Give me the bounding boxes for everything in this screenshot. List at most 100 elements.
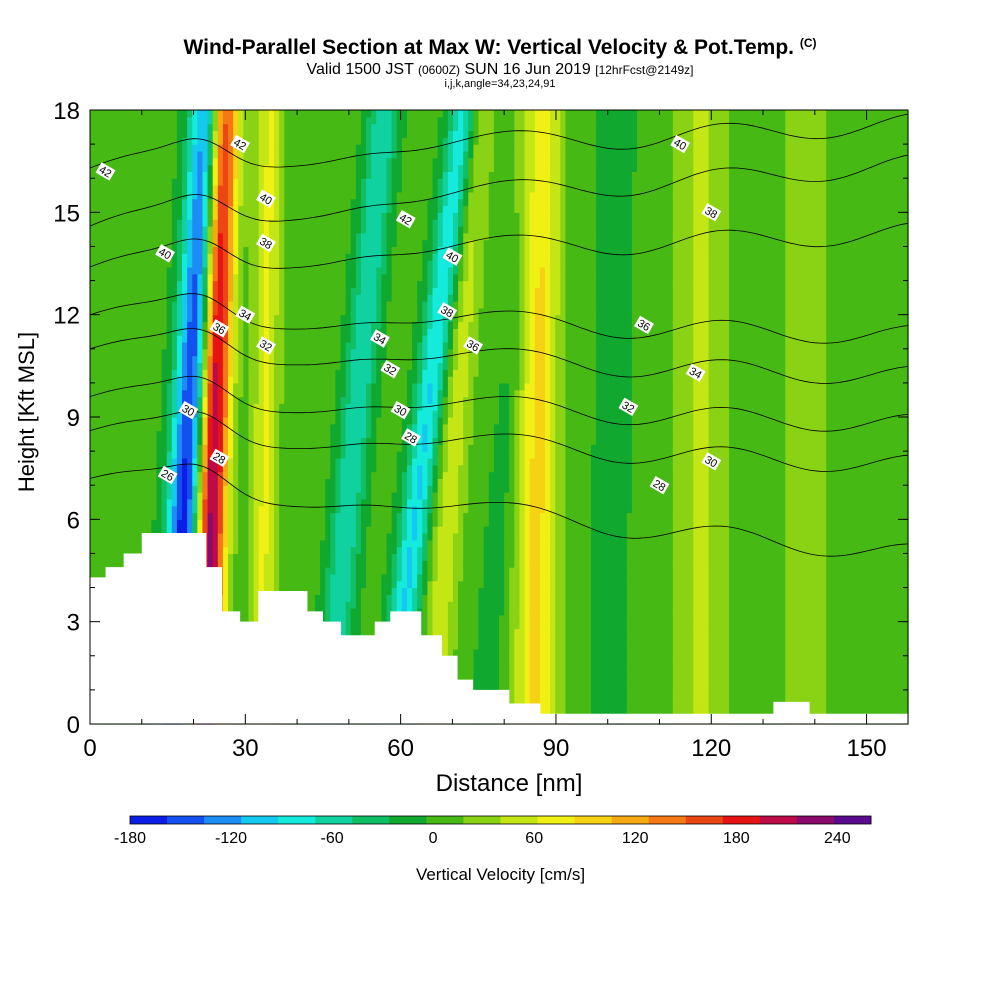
field-cell xyxy=(350,382,357,391)
field-cell xyxy=(355,444,362,452)
field-cell xyxy=(141,328,147,336)
field-cell xyxy=(304,410,311,418)
field-cell xyxy=(248,171,255,179)
field-cell xyxy=(141,191,147,200)
field-cell xyxy=(192,280,198,288)
field-cell xyxy=(115,369,122,377)
field-cell xyxy=(95,348,101,357)
field-cell xyxy=(161,430,168,439)
field-cell xyxy=(207,553,214,561)
field-cell xyxy=(279,212,285,220)
field-cell xyxy=(202,457,209,466)
field-cell xyxy=(115,198,122,207)
field-cell xyxy=(340,164,347,172)
field-cell xyxy=(130,464,137,473)
field-cell xyxy=(110,362,117,370)
field-cell xyxy=(171,519,178,527)
field-cell xyxy=(166,498,173,507)
field-cell xyxy=(340,171,347,179)
field-cell xyxy=(243,191,250,200)
field-cell xyxy=(202,376,209,384)
field-cell xyxy=(263,123,270,132)
field-cell xyxy=(294,492,301,500)
field-cell xyxy=(233,485,239,493)
field-cell xyxy=(141,123,147,132)
field-cell xyxy=(105,423,112,432)
field-cell xyxy=(120,485,127,493)
field-cell xyxy=(279,164,285,172)
field-cell xyxy=(345,505,352,514)
field-cell xyxy=(314,253,321,261)
field-cell xyxy=(161,423,168,432)
field-cell xyxy=(350,437,357,445)
field-cell xyxy=(345,601,352,609)
field-cell xyxy=(130,280,137,288)
field-cell xyxy=(289,280,296,288)
field-cell xyxy=(284,273,290,282)
field-cell xyxy=(161,341,168,350)
field-cell xyxy=(340,553,347,561)
field-cell xyxy=(268,130,275,138)
field-cell xyxy=(253,505,260,514)
field-cell xyxy=(222,382,229,391)
field-cell xyxy=(105,212,112,220)
field-cell xyxy=(141,116,147,125)
field-cell xyxy=(197,369,204,377)
field-cell xyxy=(238,444,244,452)
field-cell xyxy=(289,492,296,500)
field-cell xyxy=(120,526,127,534)
field-cell xyxy=(228,539,234,548)
field-cell xyxy=(197,239,204,248)
field-cell xyxy=(187,505,193,514)
field-cell xyxy=(100,260,106,268)
field-cell xyxy=(90,553,96,561)
field-cell xyxy=(294,116,301,125)
field-cell xyxy=(360,512,367,520)
field-cell xyxy=(335,253,342,261)
field-cell xyxy=(233,389,239,398)
field-cell xyxy=(340,219,347,227)
field-cell xyxy=(166,335,173,343)
field-cell xyxy=(192,485,198,493)
field-cell xyxy=(243,171,250,179)
field-cell xyxy=(366,485,372,493)
field-cell xyxy=(325,505,331,514)
field-cell xyxy=(325,492,331,500)
field-cell xyxy=(330,287,336,295)
field-cell xyxy=(340,580,347,589)
field-cell xyxy=(125,451,132,459)
field-cell xyxy=(90,478,96,486)
field-cell xyxy=(105,144,112,152)
field-cell xyxy=(233,164,239,172)
field-cell xyxy=(212,539,219,548)
field-cell xyxy=(279,116,285,125)
field-cell xyxy=(258,546,265,555)
field-cell xyxy=(217,478,224,486)
field-cell xyxy=(258,457,265,466)
field-cell xyxy=(294,423,301,432)
field-cell xyxy=(248,382,255,391)
field-cell xyxy=(233,362,239,370)
field-cell xyxy=(130,164,137,172)
field-cell xyxy=(345,260,352,268)
field-cell xyxy=(335,580,342,589)
field-cell xyxy=(141,526,147,534)
field-cell xyxy=(309,246,316,254)
field-cell xyxy=(202,260,209,268)
field-cell xyxy=(284,355,290,364)
field-cell xyxy=(151,191,158,200)
field-cell xyxy=(325,294,331,302)
field-cell xyxy=(335,198,342,207)
field-cell xyxy=(176,301,183,309)
field-cell xyxy=(366,266,372,275)
field-cell xyxy=(115,205,122,213)
field-cell xyxy=(146,526,152,534)
field-cell xyxy=(350,478,357,486)
field-cell xyxy=(207,526,214,534)
field-cell xyxy=(233,423,239,432)
field-cell xyxy=(125,355,132,364)
field-cell xyxy=(136,348,142,357)
field-cell xyxy=(325,198,331,207)
field-cell xyxy=(212,212,219,220)
field-cell xyxy=(238,437,244,445)
